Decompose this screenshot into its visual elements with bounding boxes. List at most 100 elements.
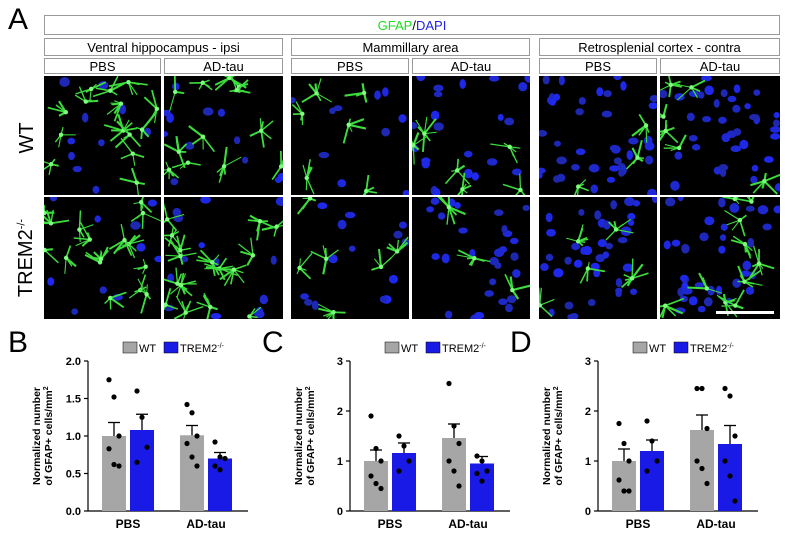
data-point [194,463,200,469]
data-point [654,458,660,464]
row-label-trem2: TREM2-/- [15,213,39,303]
data-point [699,385,705,392]
bar-trem2 [392,453,416,511]
bar-wt [102,436,126,511]
data-point [368,413,374,419]
y-tick-label: 1.0 [66,431,81,443]
y-tick-label: 1.5 [66,394,81,406]
x-tick-label: AD-tau [186,517,225,531]
data-point [451,423,457,429]
row-label-trem2-base: TREM2 [15,229,37,298]
y-tick-label: 0.5 [66,469,81,481]
data-point [396,433,402,439]
micrograph-r2-c3 [291,197,409,319]
condition-label-pbs: PBS [44,58,161,74]
legend: WT TREM2-/- [632,341,735,355]
data-point [474,470,480,477]
stain-separator: / [412,17,416,33]
scale-bar [716,311,774,314]
stain-counter: DAPI [415,17,447,33]
bar-wt [180,435,204,511]
y-tick-label: 0 [337,506,343,518]
y-tick-label: 2.0 [66,356,81,368]
data-point [396,468,402,474]
data-point [694,385,700,392]
micrograph-r2-c5 [539,197,657,319]
y-tick-label: 1 [337,456,343,468]
y-tick-label: 2 [585,406,591,418]
legend-swatch-wt [632,341,648,354]
legend-swatch-wt [122,341,138,354]
data-point [649,438,655,444]
micrograph-r2-c6 [660,197,780,319]
data-point [727,393,733,399]
data-point [378,485,384,492]
bar-trem2 [640,451,664,511]
y-axis-label: Normalized numberof GFAP+ cells/mm2 [541,386,565,485]
bar-chart-b: WT TREM2-/- 0.0 0.5 1.0 1.5 2.0 Normalized numb… [31,341,248,531]
data-point [189,454,195,460]
y-tick-label: 2 [337,406,343,418]
data-point [699,465,705,472]
legend-swatch-trem2 [163,341,179,354]
legend-label-trem2: TREM2-/- [442,343,487,355]
data-point [616,477,622,483]
condition-label-pbs: PBS [291,58,409,74]
data-point [401,443,407,449]
x-tick-label: PBS [378,517,403,531]
data-point [373,480,379,487]
micrograph-r2-c1 [44,197,161,319]
data-point [373,445,379,452]
panel-letter-c: C [262,326,284,359]
condition-label-pbs: PBS [539,58,657,74]
data-point [644,418,650,424]
region-label-mammillary: Mammillary area [291,38,530,56]
data-point [134,388,140,394]
data-point [644,468,650,474]
x-tick-label: PBS [626,517,651,531]
legend-label-wt: WT [649,343,666,355]
data-point [479,478,485,484]
data-point [479,458,485,464]
data-point [621,488,627,494]
panel-letter-a: A [8,3,29,36]
y-axis-label: Normalized numberof GFAP+ cells/mm2 [31,386,55,485]
data-point [116,463,122,469]
x-tick-label: AD-tau [696,517,735,531]
data-point [139,414,145,420]
panel-letter-b: B [8,326,29,359]
region-label-retrosplenial: Retrosplenial cortex - contra [539,38,780,56]
data-point [217,454,223,460]
data-point [106,446,112,452]
y-tick-label: 1 [585,456,591,468]
y-axis-label: Normalized numberof GFAP+ cells/mm2 [293,386,317,485]
data-point [626,458,632,464]
data-point [621,440,627,447]
micrograph-r1-c1 [44,76,161,195]
data-point [106,377,112,383]
data-point [722,385,728,392]
legend: WT TREM2-/- [122,341,225,355]
bar-trem2 [130,430,154,511]
row-label-trem2-sup: -/- [15,218,28,230]
data-point [456,440,462,447]
data-point [189,410,195,416]
data-point [484,468,490,474]
data-point [451,468,457,474]
data-point [406,458,412,464]
condition-label-adtau: AD-tau [164,58,283,74]
data-point [456,483,462,489]
legend-label-wt: WT [401,343,418,355]
y-tick-label: 3 [585,356,591,368]
y-tick-label: 0.0 [66,506,81,518]
y-tick-label: 0 [585,506,591,518]
data-point [116,433,122,439]
bar-trem2 [470,463,494,511]
micrograph-r1-c2 [164,76,283,195]
legend-swatch-trem2 [425,341,441,354]
legend-label-wt: WT [139,343,156,355]
micrograph-r1-c3 [291,76,409,195]
data-point [722,458,728,464]
bar-chart-d: WT TREM2-/- 0 1 2 3 Normalized numberof GFAP+ … [541,341,758,531]
data-point [704,480,710,487]
